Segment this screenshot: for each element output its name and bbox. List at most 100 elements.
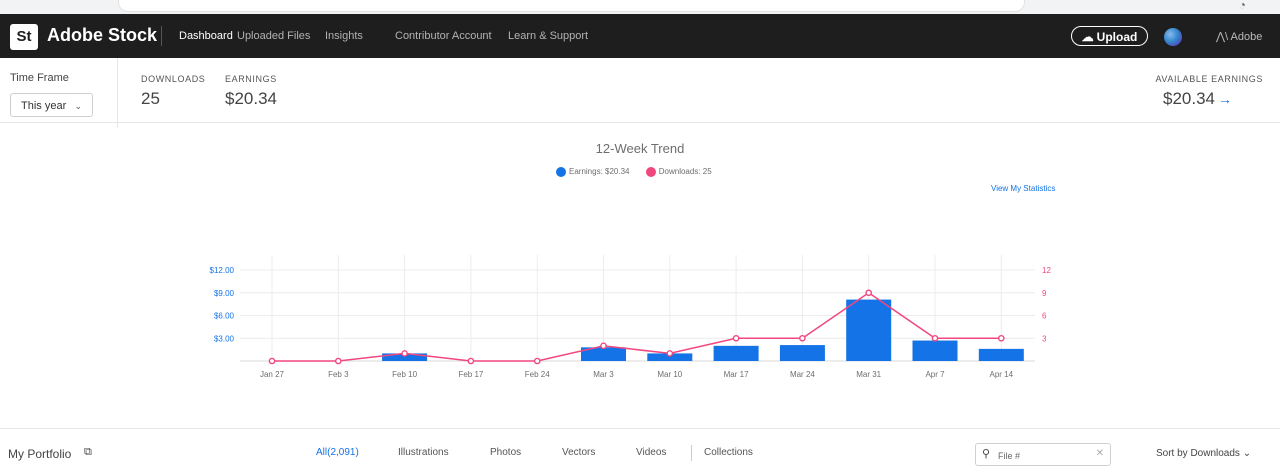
earnings-bar <box>713 345 759 361</box>
nav-insights[interactable]: Insights <box>325 30 363 42</box>
x-tick-label: Mar 3 <box>593 370 614 379</box>
legend-downloads[interactable]: Downloads: 25 <box>645 167 712 177</box>
available-earnings-value[interactable]: $20.34 → <box>1163 89 1232 109</box>
upload-button[interactable]: ☁ Upload <box>1071 26 1148 46</box>
earnings-bar <box>779 345 825 361</box>
downloads-point <box>533 357 541 365</box>
earnings-bar <box>978 348 1024 361</box>
adobe-link[interactable]: ⋀\ Adobe <box>1216 30 1262 43</box>
tab-collections[interactable]: Collections <box>704 447 753 458</box>
nav-dashboard[interactable]: Dashboard <box>179 30 233 42</box>
y-left-tick-label: $9.00 <box>214 289 235 298</box>
y-right-tick-label: 9 <box>1042 289 1047 298</box>
chart-legend: Earnings: $20.34 Downloads: 25 <box>556 167 726 177</box>
stats-panel: Time Frame This year ⌄ DOWNLOADS 25 EARN… <box>0 58 1280 128</box>
earnings-label: EARNINGS <box>225 74 277 84</box>
x-tick-label: Apr 14 <box>990 370 1014 379</box>
downloads-point <box>799 334 806 342</box>
legend-earnings-swatch <box>556 167 566 177</box>
x-tick-label: Apr 7 <box>925 370 945 379</box>
earnings-bar <box>846 299 892 361</box>
legend-downloads-label: Downloads: 25 <box>658 167 712 177</box>
globe-icon[interactable] <box>1164 28 1182 46</box>
adobe-label: Adobe <box>1230 31 1263 43</box>
search-icon: ⚲ <box>982 448 991 460</box>
x-tick-label: Mar 24 <box>790 370 815 379</box>
earnings-bar <box>581 347 626 361</box>
stats-divider <box>117 58 118 128</box>
available-earnings-label: AVAILABLE EARNINGS <box>1155 74 1263 84</box>
sort-label: Sort by Downloads <box>1156 448 1240 459</box>
sort-dropdown[interactable]: Sort by Downloads ⌄ <box>1156 448 1251 459</box>
tab-vectors[interactable]: Vectors <box>562 447 596 458</box>
downloads-value: 25 <box>141 89 160 108</box>
file-search-input[interactable] <box>996 446 1090 465</box>
downloads-label: DOWNLOADS <box>141 74 206 84</box>
timeframe-select[interactable]: This year ⌄ <box>10 93 93 117</box>
brand-name[interactable]: Adobe Stock <box>47 25 158 45</box>
y-left-tick-label: $3.00 <box>214 334 235 343</box>
timeframe-label: Time Frame <box>10 72 69 84</box>
available-earnings-amount: $20.34 <box>1163 89 1215 108</box>
x-tick-label: Feb 24 <box>525 370 550 379</box>
tab-photos[interactable]: Photos <box>490 447 522 458</box>
earnings-bar <box>647 353 693 361</box>
downloads-point <box>467 357 475 365</box>
tab-separator <box>691 445 692 461</box>
nav-divider <box>161 26 162 46</box>
chart-title: 12-Week Trend <box>595 141 685 156</box>
downloads-point <box>600 342 607 350</box>
nav-uploaded-files[interactable]: Uploaded Files <box>237 30 311 42</box>
address-bar[interactable] <box>118 0 1025 12</box>
downloads-point <box>998 334 1005 342</box>
arrow-right-icon: → <box>1218 91 1232 107</box>
upload-label: Upload <box>1096 30 1138 44</box>
x-tick-label: Mar 10 <box>657 370 682 379</box>
tab-illustrations[interactable]: Illustrations <box>398 447 449 458</box>
x-tick-label: Mar 31 <box>856 370 881 379</box>
x-tick-label: Jan 27 <box>260 370 285 379</box>
earnings-bar <box>912 340 958 361</box>
y-left-tick-label: $12.00 <box>210 266 235 275</box>
timeframe-value: This year <box>21 100 67 112</box>
legend-earnings-label: Earnings: $20.34 <box>569 167 630 177</box>
downloads-point <box>931 334 939 342</box>
downloads-point <box>268 357 276 365</box>
y-left-tick-label: $6.00 <box>214 312 235 321</box>
chevron-down-icon: ⌄ <box>74 101 82 111</box>
portfolio-title: My Portfolio <box>8 447 72 461</box>
chevron-down-icon: ⌄ <box>1242 448 1252 459</box>
legend-earnings[interactable]: Earnings: $20.34 <box>556 167 630 177</box>
earnings-bar <box>382 353 428 361</box>
trend-chart: $3.00 $6.00 $9.00 $12.00 3 6 9 12 Jan 27 Feb 3 Feb… <box>210 255 1051 379</box>
x-tick-label: Mar 17 <box>724 370 749 379</box>
y-right-tick-label: 3 <box>1042 334 1047 343</box>
browser-extension-icon[interactable]: ◔ <box>1238 0 1246 12</box>
y-right-tick-label: 12 <box>1042 266 1051 275</box>
x-tick-label: Feb 17 <box>458 370 483 379</box>
nav-contributor-account[interactable]: Contributor Account <box>395 30 492 42</box>
y-right-tick-label: 6 <box>1042 312 1047 321</box>
downloads-point <box>865 289 873 297</box>
tab-videos[interactable]: Videos <box>636 447 667 458</box>
stock-logo[interactable]: St <box>10 24 38 50</box>
tab-all[interactable]: All(2,091) <box>316 447 359 458</box>
x-tick-label: Feb 10 <box>392 370 417 379</box>
downloads-point <box>334 357 342 365</box>
downloads-point <box>732 334 740 342</box>
external-link-icon[interactable]: ⧉ <box>84 446 92 458</box>
nav-learn-support[interactable]: Learn & Support <box>508 30 589 42</box>
downloads-line <box>272 291 1002 362</box>
file-search-box: ⚲ ✕ <box>975 443 1111 466</box>
clear-icon[interactable]: ✕ <box>1095 448 1104 459</box>
browser-toolbar: ◔ <box>0 0 1280 14</box>
top-navigation: St Adobe Stock Dashboard Uploaded Files … <box>0 14 1280 58</box>
earnings-value: $20.34 <box>225 89 277 108</box>
downloads-point <box>666 350 674 357</box>
downloads-point <box>401 350 408 357</box>
portfolio-bar: My Portfolio ⧉ All(2,091) Illustrations … <box>0 428 1280 474</box>
adobe-logo-icon: ⋀\ <box>1216 31 1231 43</box>
view-statistics-link[interactable]: View My Statistics <box>991 184 1056 193</box>
cloud-upload-icon: ☁ <box>1081 30 1094 44</box>
x-tick-label: Feb 3 <box>328 370 349 379</box>
